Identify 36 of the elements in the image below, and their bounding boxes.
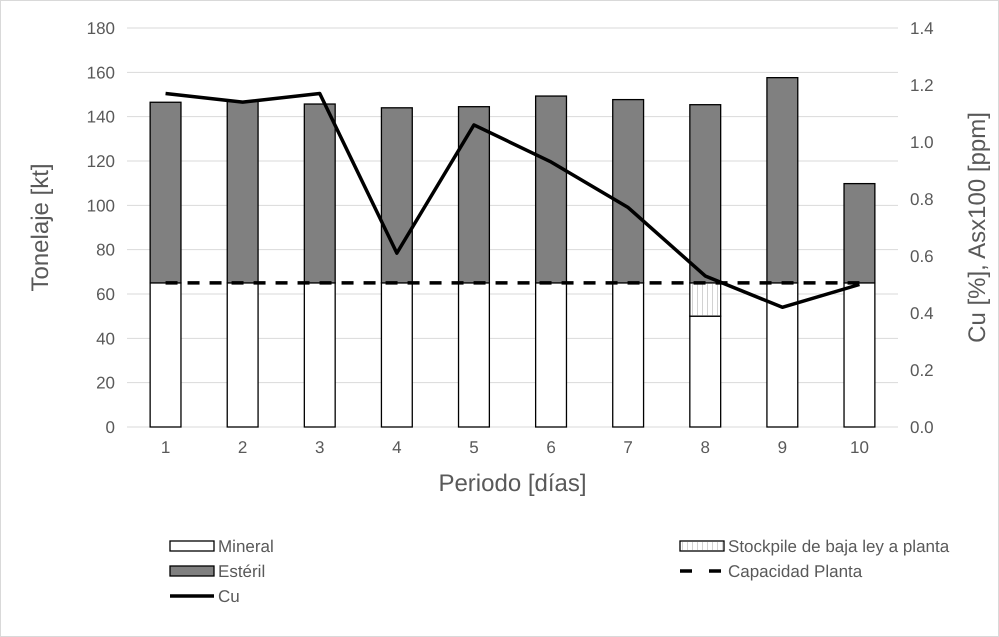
x-tick-label: 8 [700,438,710,457]
y2-tick-label: 0.6 [910,246,934,266]
legend-label: Cu [218,586,240,606]
x-tick-label: 3 [315,438,324,457]
x-tick-label: 9 [778,438,788,457]
y2-axis-title: Cu [%], Asx100 [ppm] [964,112,991,343]
y-tick-label: 160 [86,63,115,82]
y-tick-label: 40 [96,329,115,348]
x-axis-title: Periodo [días] [438,470,587,497]
y2-tick-label: 0.8 [910,190,934,209]
legend-label: Mineral [218,536,274,556]
y-tick-label: 80 [96,240,115,260]
x-tick-label: 2 [238,438,248,457]
y-tick-label: 20 [96,374,115,393]
legend-label: Estéril [218,562,266,581]
y2-tick-label: 1.4 [910,18,934,38]
x-tick-label: 10 [850,438,869,457]
x-tick-label: 5 [469,438,479,457]
legend-label: Capacidad Planta [728,562,863,581]
x-tick-label: 4 [392,438,402,457]
y-tick-label: 140 [86,108,115,127]
y-tick-label: 60 [96,284,115,304]
y-tick-label: 180 [86,18,115,38]
y-tick-label: 0 [106,418,115,437]
y-axis-title: Tonelaje [kt] [27,163,54,292]
y-tick-label: 100 [86,196,115,216]
x-tick-label: 6 [546,438,556,457]
x-tick-label: 7 [623,438,633,457]
y2-tick-label: 1.0 [910,132,934,152]
y2-tick-label: 0.4 [910,304,934,323]
x-tick-label: 1 [160,438,170,457]
y2-tick-label: 0.0 [910,418,934,437]
y2-tick-label: 1.2 [910,76,934,95]
y-tick-label: 120 [86,152,115,171]
legend-label: Stockpile de baja ley a planta [728,536,950,556]
y2-tick-label: 0.2 [910,360,934,380]
